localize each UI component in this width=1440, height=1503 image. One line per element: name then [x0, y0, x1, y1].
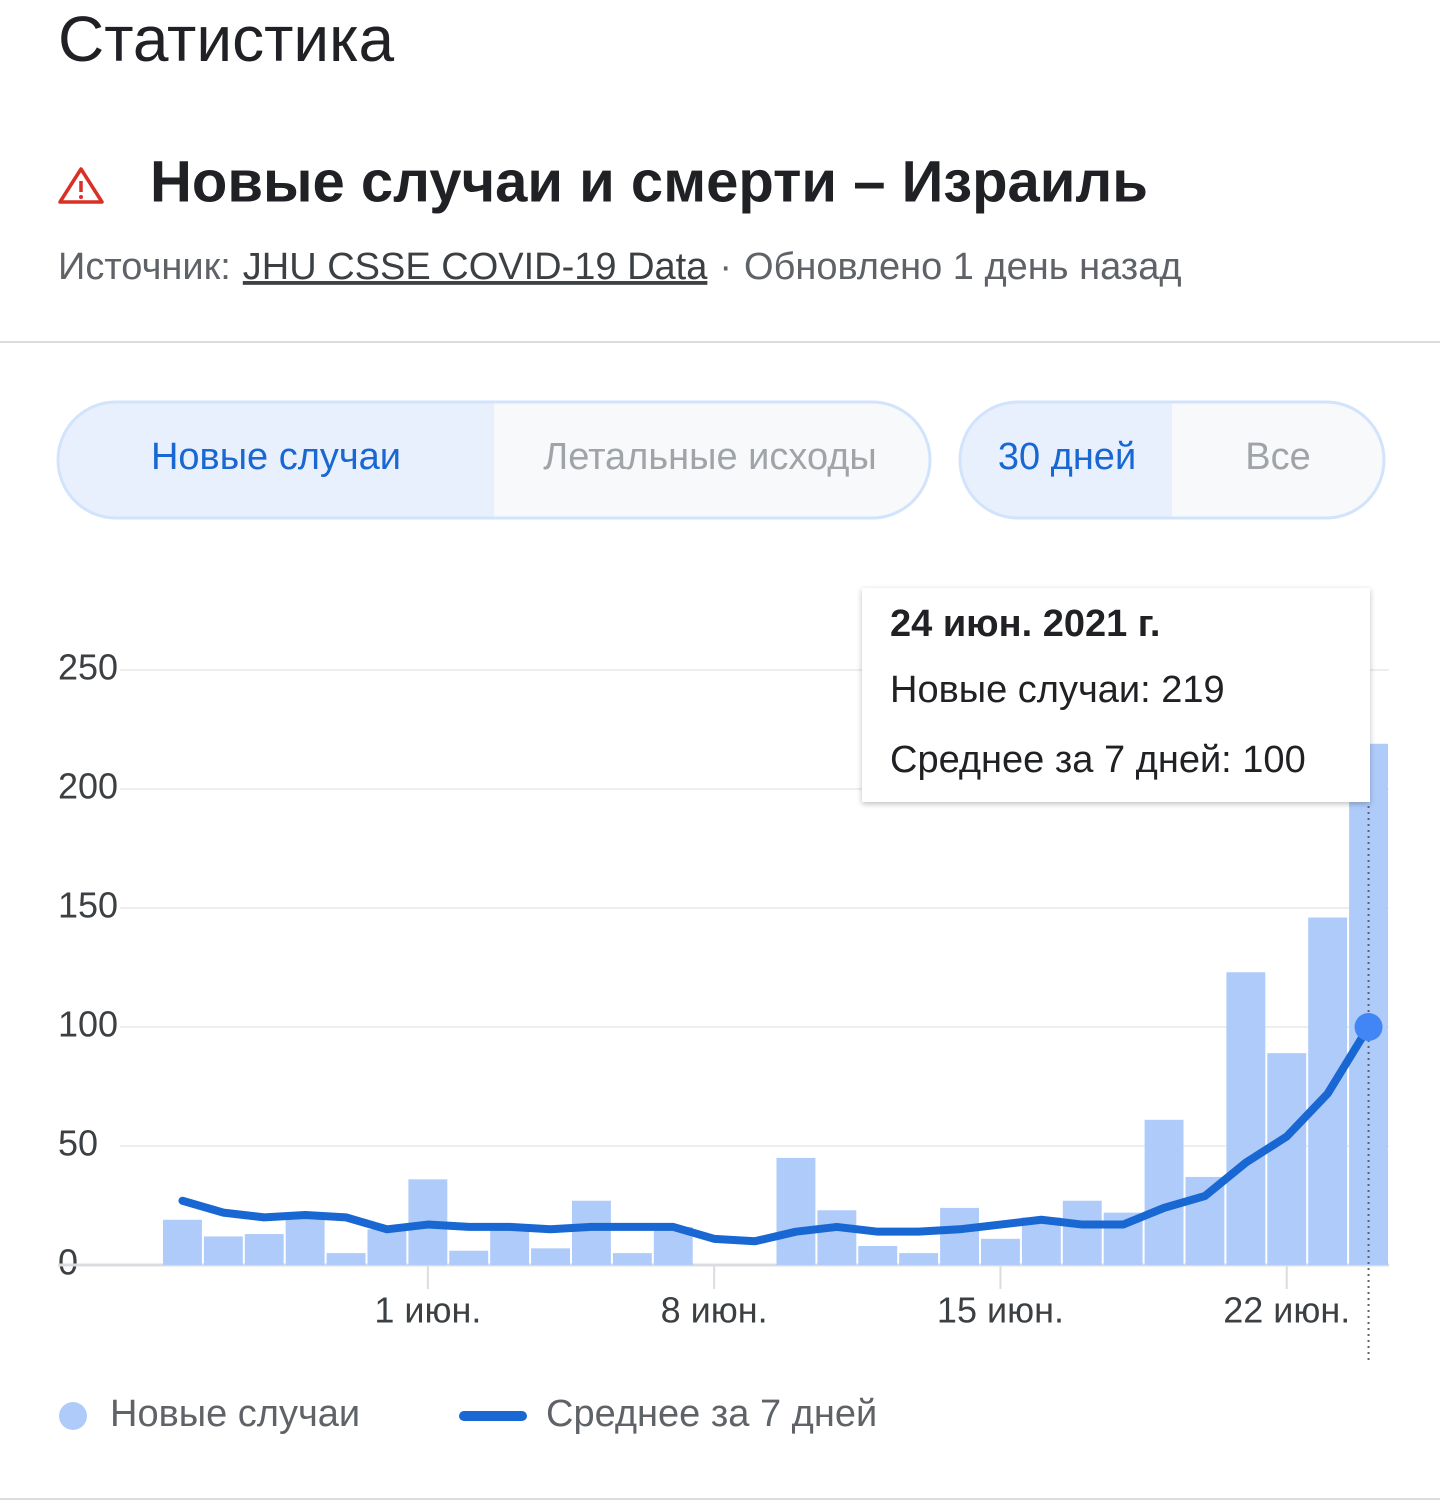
bar — [940, 1207, 979, 1265]
bar — [449, 1250, 489, 1265]
warning-icon — [58, 167, 104, 204]
bar — [572, 1200, 611, 1265]
bar — [367, 1229, 407, 1265]
bar — [981, 1238, 1020, 1265]
bar — [817, 1210, 857, 1265]
separator: · — [719, 246, 732, 288]
chart: 0 50 100 150 200 250 1 июн. 8 июн. 15 июн. 22 июн… — [58, 588, 1389, 1435]
x-tick-label: 8 июн. — [661, 1290, 768, 1331]
bar — [163, 1219, 202, 1265]
x-tick-label: 22 июн. — [1223, 1290, 1350, 1331]
tab-bg-selected — [58, 402, 494, 518]
legend-swatch — [59, 1402, 87, 1430]
tab[interactable]: Летальные исходы — [543, 436, 876, 478]
updated-text: Обновлено 1 день назад — [744, 246, 1182, 288]
bar — [203, 1236, 243, 1265]
card-title: Новые случаи и смерти – Израиль — [150, 149, 1148, 214]
bar — [899, 1253, 939, 1265]
tooltip-line: Новые случаи: 219 — [890, 669, 1225, 711]
bar — [1021, 1217, 1061, 1265]
tooltip-box — [862, 588, 1370, 802]
source-label: Источник: — [58, 246, 231, 288]
bar — [531, 1248, 570, 1265]
tooltip-line: Среднее за 7 дней: 100 — [890, 739, 1306, 781]
bar — [612, 1253, 652, 1265]
bar — [1144, 1119, 1184, 1265]
legend-label: Новые случаи — [110, 1393, 360, 1435]
tab-bg — [494, 402, 930, 518]
y-tick-label: 50 — [58, 1123, 98, 1164]
tooltip: 24 июн. 2021 г. Новые случаи: 219 Среднее … — [862, 588, 1370, 802]
range-toggle: 30 дней Все — [958, 400, 1386, 520]
y-tick-label: 200 — [58, 766, 118, 807]
bar — [1267, 1053, 1307, 1265]
tab[interactable]: Все — [1245, 436, 1310, 478]
highlight-point — [1354, 1013, 1383, 1041]
tab-bg-selected — [960, 402, 1172, 518]
bar — [326, 1253, 366, 1265]
tab[interactable]: 30 дней — [998, 436, 1136, 478]
tab[interactable]: Новые случаи — [151, 436, 401, 478]
y-tick-label: 100 — [58, 1004, 118, 1045]
x-tick-label: 1 июн. — [374, 1290, 481, 1331]
bar — [1226, 972, 1266, 1265]
y-tick-label: 250 — [58, 647, 118, 688]
bar — [776, 1157, 816, 1265]
bar — [244, 1234, 284, 1265]
y-tick-label: 150 — [58, 885, 118, 926]
bar — [858, 1245, 898, 1265]
bar — [285, 1217, 325, 1265]
page-title: Статистика — [58, 3, 395, 75]
tooltip-date: 24 июн. 2021 г. — [890, 603, 1160, 645]
bar — [1185, 1176, 1225, 1265]
y-tick-label: 0 — [58, 1242, 78, 1283]
tab-bg — [1172, 402, 1384, 518]
average-line — [178, 1023, 1373, 1246]
legend-label: Среднее за 7 дней — [546, 1393, 877, 1435]
bar — [1062, 1200, 1102, 1265]
x-tick-label: 15 июн. — [937, 1290, 1064, 1331]
metric-toggle: Новые случаи Летальные исходы — [56, 400, 932, 520]
source-link[interactable]: JHU CSSE COVID-19 Data — [243, 246, 708, 288]
